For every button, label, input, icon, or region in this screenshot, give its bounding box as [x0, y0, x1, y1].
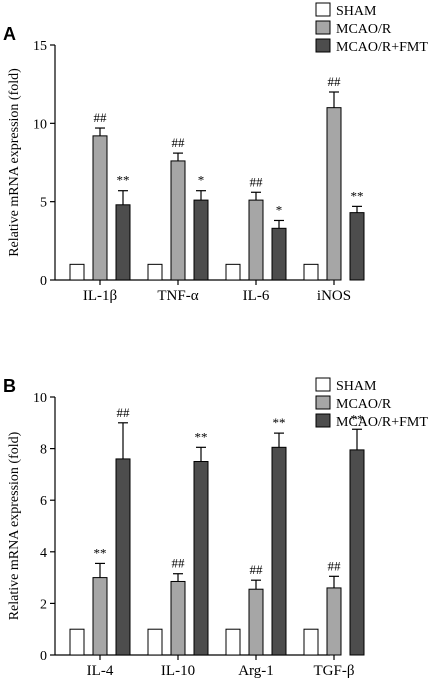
x-tick-label: iNOS: [317, 288, 351, 304]
bar: [326, 107, 342, 281]
significance-mark: ##: [250, 174, 264, 189]
y-tick-label: 10: [33, 117, 47, 132]
bar: [147, 628, 163, 656]
significance-mark: ##: [328, 74, 342, 89]
significance-mark: *: [276, 202, 283, 217]
significance-mark: **: [195, 429, 208, 444]
x-tick-label: TNF-α: [157, 288, 198, 304]
y-tick-label: 0: [40, 274, 47, 289]
legend-label: MCAO/R+FMT: [336, 415, 428, 430]
panel-label-a: A: [3, 24, 16, 44]
bar: [326, 587, 342, 656]
bar: [271, 227, 287, 281]
legend-swatch: [315, 377, 331, 392]
y-tick-label: 8: [40, 443, 47, 458]
bar: [248, 199, 264, 281]
significance-mark: ##: [94, 110, 108, 125]
legend-label: MCAO/R: [336, 397, 392, 412]
x-tick-label: Arg-1: [238, 663, 274, 679]
legend-swatch: [315, 2, 331, 17]
y-tick-label: 2: [40, 597, 47, 612]
bar: [248, 588, 264, 656]
bar: [225, 628, 241, 656]
legend-label: SHAM: [336, 379, 377, 394]
legend-swatch: [315, 20, 331, 35]
y-tick-label: 15: [33, 39, 47, 54]
x-tick-label: TGF-β: [314, 663, 355, 679]
significance-mark: ##: [250, 562, 264, 577]
bar: [349, 449, 365, 656]
bar: [303, 263, 319, 281]
panel-label-b: B: [3, 376, 16, 396]
bar: [92, 135, 108, 281]
bar: [92, 577, 108, 656]
significance-mark: **: [94, 545, 107, 560]
bar: [303, 628, 319, 656]
bar: [147, 263, 163, 281]
significance-mark: ##: [172, 135, 186, 150]
significance-mark: ##: [328, 558, 342, 573]
panel-b: B 0 2 4 6 8 10 Relative mRNA expression (fold)…: [3, 376, 428, 679]
significance-mark: ##: [172, 556, 186, 571]
significance-mark: *: [198, 173, 205, 188]
legend-swatch: [315, 395, 331, 410]
y-tick-label: 0: [40, 649, 47, 664]
bar: [69, 628, 85, 656]
x-tick-label: IL-4: [87, 663, 114, 679]
bar: [69, 263, 85, 281]
bar: [115, 204, 131, 281]
significance-mark: **: [351, 411, 364, 426]
x-tick-label: IL-1β: [83, 288, 117, 304]
bar: [193, 461, 209, 656]
bar: [115, 458, 131, 656]
y-axis-label: Relative mRNA expression (fold): [7, 431, 22, 620]
legend-swatch: [315, 38, 331, 53]
bar: [225, 263, 241, 281]
legend-label: MCAO/R+FMT: [336, 40, 428, 55]
bar: [170, 160, 186, 281]
legend-swatch: [315, 413, 331, 428]
bar: [193, 199, 209, 281]
legend-label: SHAM: [336, 4, 377, 19]
bar: [170, 580, 186, 656]
y-tick-label: 6: [40, 494, 47, 509]
x-tick-label: IL-10: [161, 663, 195, 679]
significance-mark: **: [273, 415, 286, 430]
y-tick-label: 5: [40, 196, 47, 211]
significance-mark: **: [351, 188, 364, 203]
legend-label: MCAO/R: [336, 22, 392, 37]
bar: [271, 446, 287, 656]
y-tick-label: 10: [33, 391, 47, 406]
bar: [349, 212, 365, 281]
significance-mark: ##: [117, 405, 131, 420]
x-tick-label: IL-6: [243, 288, 270, 304]
panel-a: A 0 5 10 15 Relative mRNA expression (fold) I…: [3, 2, 428, 304]
y-tick-label: 4: [40, 546, 47, 561]
y-axis-label: Relative mRNA expression (fold): [7, 68, 22, 257]
significance-mark: **: [117, 173, 130, 188]
